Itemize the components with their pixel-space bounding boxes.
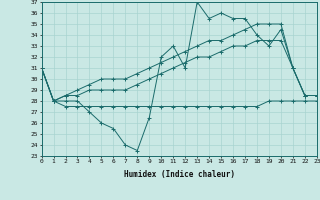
X-axis label: Humidex (Indice chaleur): Humidex (Indice chaleur): [124, 170, 235, 179]
